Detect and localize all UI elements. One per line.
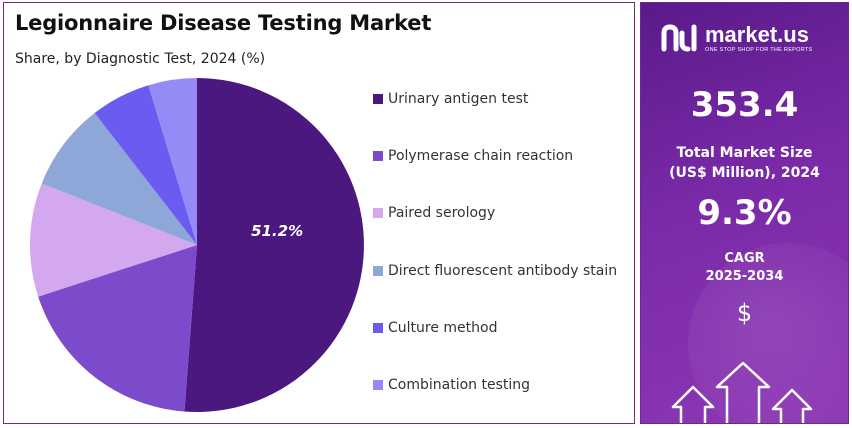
decorative-background: [688, 243, 848, 423]
pie-slice-paired-serology: [29, 183, 198, 297]
legend-item-polymerase-chain-reaction: Polymerase chain reaction: [373, 146, 573, 166]
legend-label: Paired serology: [388, 205, 496, 222]
legend-label: Culture method: [388, 319, 498, 336]
chart-panel: Legionnaire Disease Testing Market Share…: [3, 2, 635, 424]
brand: market.us ONE STOP SHOP FOR THE REPORTS: [661, 23, 813, 53]
brand-name: market.us: [705, 21, 809, 47]
market-summary-panel: market.us ONE STOP SHOP FOR THE REPORTS …: [640, 2, 849, 424]
cagr-value: 9.3%: [697, 193, 792, 233]
pie-slice-combination-testing: [148, 78, 197, 245]
legend-label: Direct fluorescent antibody stain: [388, 262, 618, 279]
pie-slice-culture-method: [94, 85, 197, 245]
legend-item-direct-fluorescent-antibody-stain: Direct fluorescent antibody stain: [373, 261, 617, 281]
pie-slice-polymerase-chain-reaction: [38, 245, 197, 412]
cagr-label-line1: CAGR: [724, 251, 765, 266]
legend-item-combination-testing: Combination testing: [373, 375, 530, 395]
dollar-icon: $: [736, 299, 753, 327]
legend-item-paired-serology: Paired serology: [373, 203, 495, 223]
data-label-urinary-antigen-test: 51.2%: [251, 222, 303, 240]
chart-title: Legionnaire Disease Testing Market: [15, 11, 432, 35]
legend-swatch: [373, 265, 383, 276]
legend-swatch: [373, 208, 383, 219]
cagr-label: CAGR 2025-2034: [641, 250, 848, 286]
growth-arrows-icon: [671, 361, 813, 423]
pie-chart: 51.2%: [29, 78, 364, 412]
legend-swatch: [373, 94, 383, 104]
legend-label: Urinary antigen test: [388, 91, 529, 107]
legend-swatch: [373, 380, 383, 390]
legend-swatch: [373, 151, 383, 162]
chart-subtitle: Share, by Diagnostic Test, 2024 (%): [15, 51, 266, 67]
market-size-value: 353.4: [690, 85, 799, 125]
legend-label: Combination testing: [388, 377, 531, 393]
pie-slice-urinary-antigen-test: [184, 78, 364, 412]
market-size-label: Total Market Size (US$ Million), 2024: [641, 143, 848, 183]
legend-label: Polymerase chain reaction: [388, 148, 574, 165]
legend-item-culture-method: Culture method: [373, 318, 497, 338]
cagr-label-line2: 2025-2034: [705, 269, 784, 284]
brand-tagline: ONE STOP SHOP FOR THE REPORTS: [705, 46, 813, 53]
market-size-label-line1: Total Market Size: [676, 145, 813, 161]
market-size-label-line2: (US$ Million), 2024: [669, 165, 820, 181]
legend-swatch: [373, 322, 383, 333]
pie-slice-direct-fluorescent-antibody-stain: [41, 113, 198, 245]
legend-item-urinary-antigen-test: Urinary antigen test: [373, 89, 528, 109]
brand-logo-icon: [661, 24, 697, 52]
